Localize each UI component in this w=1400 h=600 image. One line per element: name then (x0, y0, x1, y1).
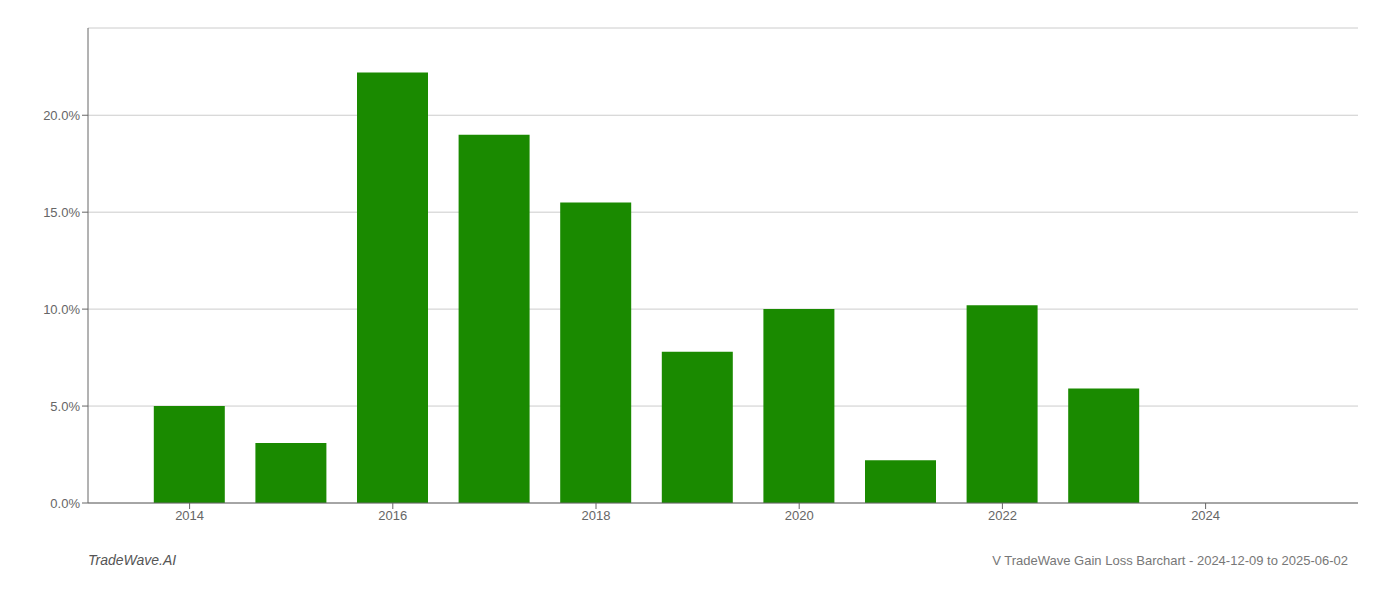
html-text:TradeWave.AI: TradeWave.AI (88, 552, 177, 568)
svg-text:2020: 2020 (785, 508, 814, 523)
svg-text:2022: 2022 (988, 508, 1017, 523)
svg-text:5.0%: 5.0% (50, 399, 80, 414)
svg-text:2024: 2024 (1191, 508, 1220, 523)
svg-text:20.0%: 20.0% (43, 108, 80, 123)
svg-text:2016: 2016 (378, 508, 407, 523)
svg-text:0.0%: 0.0% (50, 496, 80, 511)
svg-text:2018: 2018 (582, 508, 611, 523)
svg-text:15.0%: 15.0% (43, 205, 80, 220)
html-text:V TradeWave Gain Loss Barchart: V TradeWave Gain Loss Barchart - 2024-12… (992, 553, 1348, 568)
svg-text:2014: 2014 (175, 508, 204, 523)
svg-text:10.0%: 10.0% (43, 302, 80, 317)
